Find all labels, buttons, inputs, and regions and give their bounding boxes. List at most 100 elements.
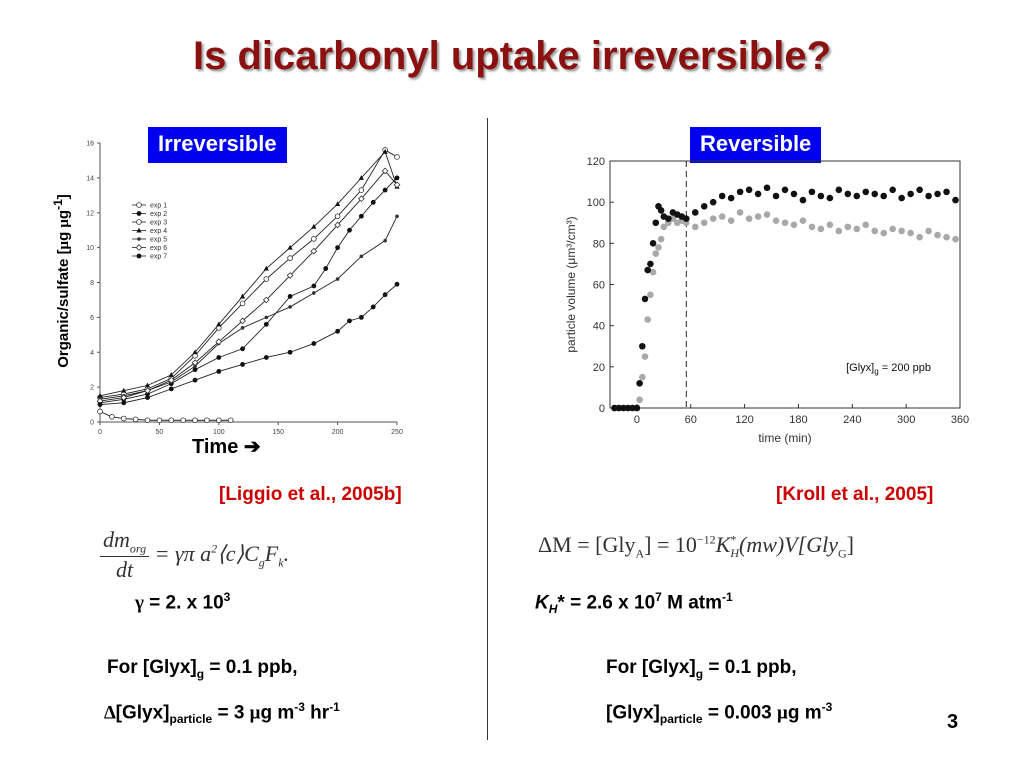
x-tick-label: 180 <box>789 414 807 426</box>
data-point <box>394 154 400 160</box>
data-point-gray <box>754 213 762 220</box>
data-point <box>132 416 139 423</box>
data-point-gray <box>943 233 950 241</box>
data-point <box>263 276 270 282</box>
legend-label: exp 6 <box>150 245 167 252</box>
data-point-gray <box>880 229 888 237</box>
data-point <box>239 293 246 299</box>
data-point <box>382 148 388 154</box>
data-point <box>335 245 340 251</box>
data-point-gray <box>644 316 651 323</box>
data-point <box>335 201 341 207</box>
data-point <box>394 175 400 181</box>
x-tick-label: 250 <box>391 429 403 435</box>
conc-line: [Glyx]particle = 0.003 μg m-3 <box>606 700 833 727</box>
data-point <box>144 387 151 394</box>
data-point <box>97 393 103 398</box>
data-point-gray <box>652 250 660 257</box>
legend-label: exp 2 <box>150 211 167 218</box>
data-point-gray <box>636 396 643 404</box>
data-point <box>287 255 293 261</box>
data-point <box>394 281 400 287</box>
data-point <box>263 321 269 327</box>
data-point-gray <box>907 229 914 237</box>
data-point <box>192 349 198 355</box>
data-point-black <box>763 184 771 192</box>
data-point-black <box>844 190 852 198</box>
data-point-black <box>657 207 665 214</box>
data-point <box>382 187 388 193</box>
y-tick-label: 12 <box>86 210 94 217</box>
data-point-gray <box>639 373 646 381</box>
data-point-black <box>862 188 870 196</box>
data-point-gray <box>925 227 932 235</box>
series-line-7 <box>99 283 398 406</box>
series-line-4 <box>99 150 398 397</box>
data-point <box>97 402 103 407</box>
data-point-gray <box>763 211 771 218</box>
data-point <box>168 372 174 377</box>
data-point <box>121 387 127 393</box>
data-point-gray <box>781 219 789 227</box>
data-point-black <box>889 186 896 194</box>
data-point-gray <box>862 221 870 229</box>
y-tick-label: 0 <box>90 420 94 427</box>
data-point-gray <box>649 268 657 276</box>
legend-marker <box>136 211 142 216</box>
data-point <box>264 315 269 320</box>
data-point <box>192 377 198 383</box>
data-point-black <box>907 190 914 198</box>
data-point <box>144 382 151 388</box>
data-point <box>192 417 198 424</box>
data-point <box>145 391 150 397</box>
data-point <box>287 294 293 299</box>
data-point <box>193 364 197 368</box>
data-point <box>216 321 222 327</box>
y-tick-label: 100 <box>587 197 605 209</box>
data-point-gray <box>817 225 825 233</box>
legend-label: exp 4 <box>150 228 167 235</box>
data-point-black <box>652 219 660 227</box>
data-point <box>192 367 198 373</box>
y-tick-label: 2 <box>90 385 94 392</box>
data-point-gray <box>853 225 861 233</box>
data-point-black <box>636 380 643 387</box>
data-point-black <box>682 215 690 222</box>
slide-title: Is dicarbonyl uptake irreversible? <box>192 34 832 78</box>
data-point-gray <box>799 217 807 224</box>
data-point-gray <box>772 217 780 224</box>
data-point-black <box>691 209 699 216</box>
series-line-2 <box>99 177 398 404</box>
data-point <box>227 417 234 424</box>
data-point <box>121 400 127 406</box>
data-point <box>156 417 163 424</box>
data-point-black <box>727 194 735 202</box>
data-point-gray <box>709 215 717 222</box>
data-point <box>239 300 246 307</box>
right-citation: [Kroll et al., 2005] <box>776 484 934 505</box>
data-point <box>311 341 317 346</box>
legend-label: exp 3 <box>150 220 167 227</box>
data-point-black <box>745 186 753 194</box>
y-tick-label: 40 <box>593 321 605 333</box>
y-tick-label: 14 <box>86 175 94 182</box>
data-point-gray <box>844 223 852 231</box>
time-axis-label: Time ➔ <box>192 436 261 458</box>
x-tick-label: 50 <box>156 429 164 435</box>
data-point-black <box>754 190 762 198</box>
data-point <box>204 417 210 424</box>
data-point <box>370 304 376 310</box>
data-point-black <box>709 198 717 206</box>
data-point <box>383 238 387 243</box>
legend-marker <box>135 244 143 251</box>
data-point-black <box>853 192 861 200</box>
data-point <box>240 362 245 367</box>
data-point-black <box>916 186 923 194</box>
legend-label: exp 5 <box>150 237 167 244</box>
data-point-black <box>649 240 657 247</box>
data-point-gray <box>647 291 654 299</box>
data-point-black <box>898 194 905 202</box>
data-point <box>286 272 294 279</box>
y-tick-label: 8 <box>90 280 94 287</box>
data-point <box>120 394 128 401</box>
